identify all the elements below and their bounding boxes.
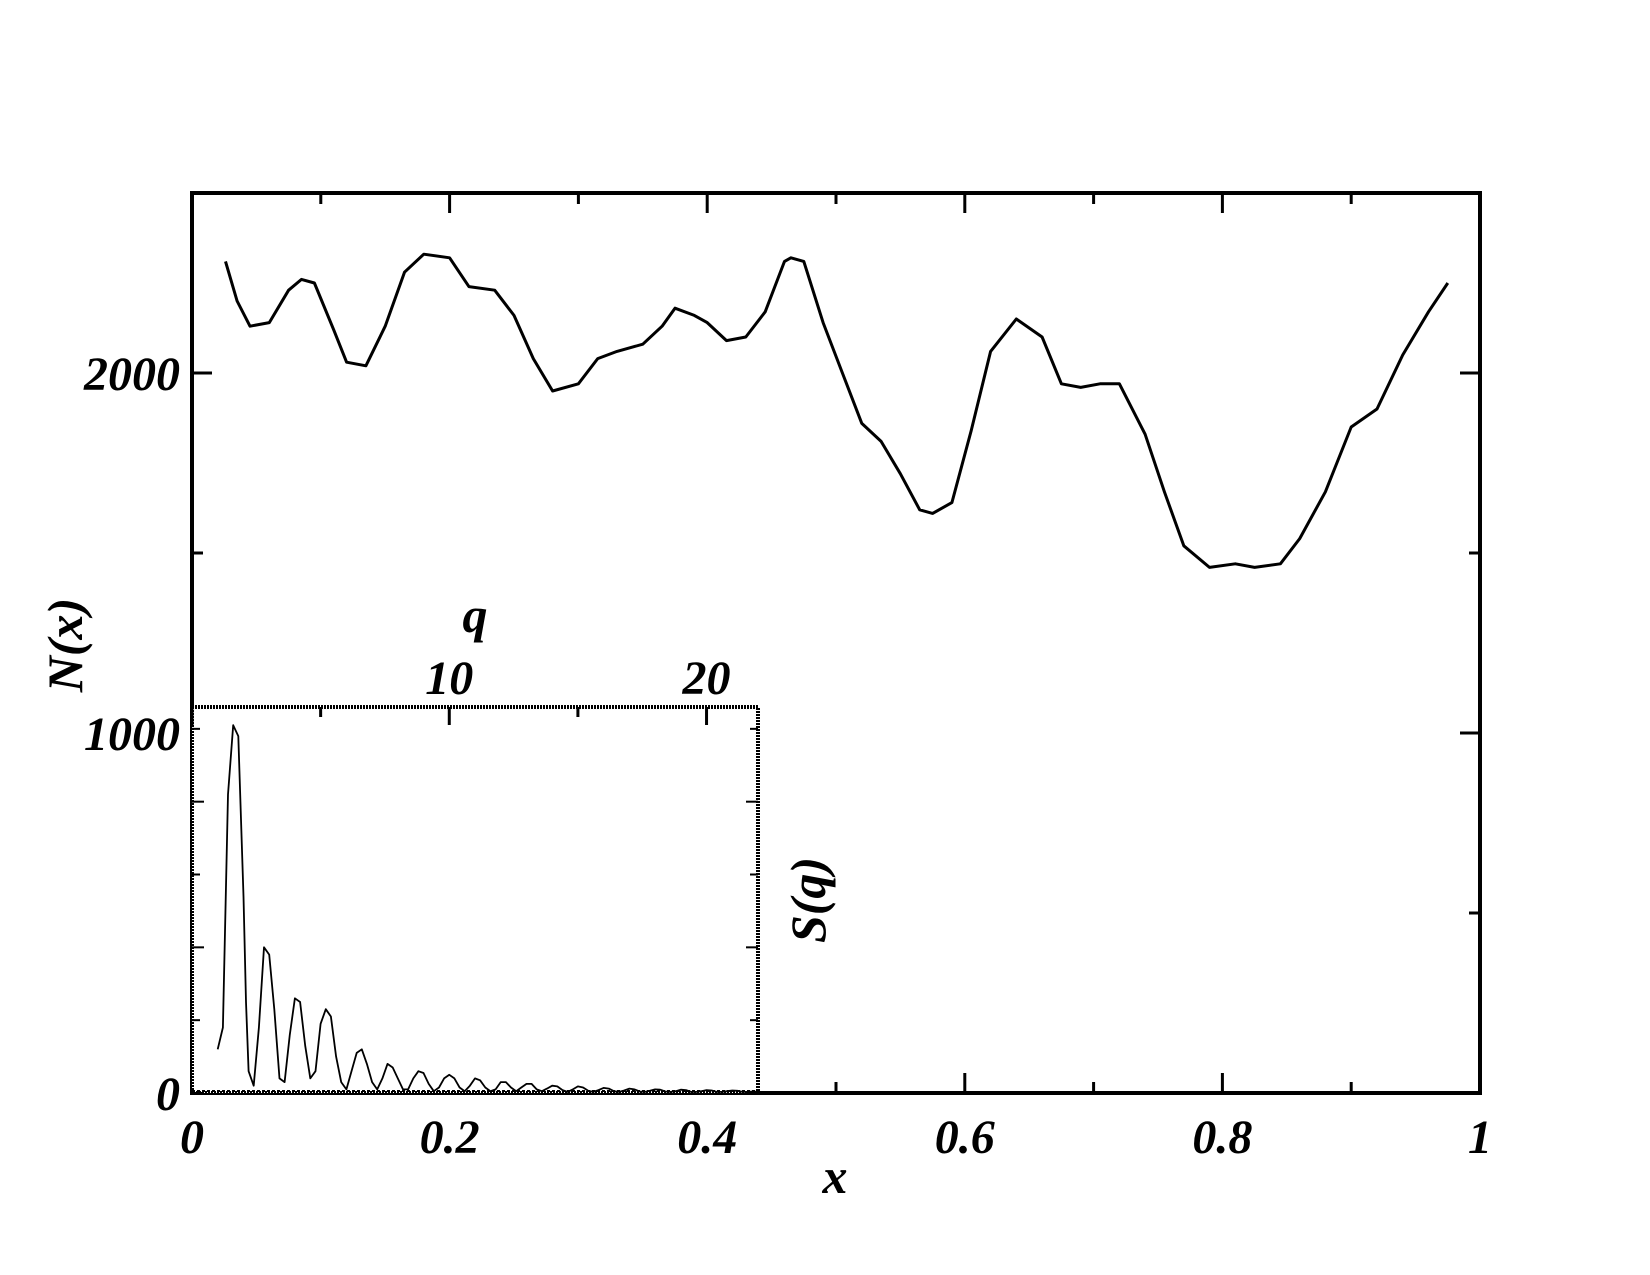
- main-x-tick-label: 0.8: [1192, 1111, 1252, 1164]
- inset-x-tick-label: 20: [682, 652, 731, 705]
- main-x-tick-label: 0.4: [677, 1111, 737, 1164]
- inset-background: [192, 707, 758, 1093]
- main-y-tick-label: 2000: [83, 348, 180, 401]
- main-x-tick-label: 0.6: [935, 1111, 995, 1164]
- inset-y-axis-title: S(q): [780, 857, 836, 943]
- main-y-tick-labels: 0 1000 2000: [83, 348, 180, 1121]
- inset-chart: 10 20 q S(q): [190, 587, 836, 1095]
- main-y-axis-title: N(x): [37, 598, 93, 693]
- main-series-layer: [224, 252, 1450, 569]
- main-series-line: [224, 252, 1450, 569]
- main-x-tick-label: 0: [180, 1111, 204, 1164]
- main-x-axis-title: x: [822, 1148, 848, 1204]
- main-y-tick-label: 0: [156, 1068, 180, 1121]
- main-x-tick-labels: 0 0.2 0.4 0.6 0.8 1: [180, 1111, 1492, 1164]
- inset-x-tick-label: 10: [425, 652, 473, 705]
- main-x-tick-label: 1: [1468, 1111, 1492, 1164]
- inset-x-axis-title: q: [463, 587, 488, 643]
- main-plot-frame: [190, 191, 1482, 1095]
- inset-plot-frame: [190, 705, 760, 1095]
- main-x-tick-label: 0.2: [420, 1111, 480, 1164]
- inset-x-tick-labels: 10 20: [425, 652, 730, 705]
- main-y-tick-label: 1000: [84, 708, 180, 761]
